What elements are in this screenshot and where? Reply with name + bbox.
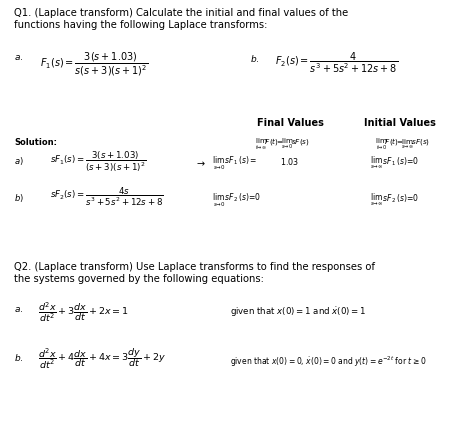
Text: $a)$: $a)$ <box>14 155 24 167</box>
Text: $a.$: $a.$ <box>14 53 23 62</box>
Text: $1.03$: $1.03$ <box>280 156 299 167</box>
Text: $\lim_{s\to\infty}\,sF_1(s)\!=\!0$: $\lim_{s\to\infty}\,sF_1(s)\!=\!0$ <box>370 155 419 171</box>
Text: Q2. (Laplace transform) Use Laplace transforms to find the responses of: Q2. (Laplace transform) Use Laplace tran… <box>14 262 375 272</box>
Text: $\dfrac{d^2x}{dt^2} + 3\dfrac{dx}{dt} + 2x = 1$: $\dfrac{d^2x}{dt^2} + 3\dfrac{dx}{dt} + … <box>38 300 129 324</box>
Text: $\lim_{t\to\infty}\!F(t)\!=\!\lim_{s\to 0}\!sF(s)$: $\lim_{t\to\infty}\!F(t)\!=\!\lim_{s\to … <box>255 136 310 151</box>
Text: Solution:: Solution: <box>14 138 57 147</box>
Text: $F_1(s) = \dfrac{3(s+1.03)}{s(s+3)(s+1)^2}$: $F_1(s) = \dfrac{3(s+1.03)}{s(s+3)(s+1)^… <box>40 50 148 78</box>
Text: Q1. (Laplace transform) Calculate the initial and final values of the: Q1. (Laplace transform) Calculate the in… <box>14 8 348 18</box>
Text: $\lim_{t\to 0}\!F(t)\!=\!\lim_{s\to\infty}\!sF(s)$: $\lim_{t\to 0}\!F(t)\!=\!\lim_{s\to\inft… <box>375 136 430 151</box>
Text: $\lim_{s\to\infty}\,sF_2(s)\!=\!0$: $\lim_{s\to\infty}\,sF_2(s)\!=\!0$ <box>370 192 419 208</box>
Text: functions having the following Laplace transforms:: functions having the following Laplace t… <box>14 20 267 30</box>
Text: $a.$: $a.$ <box>14 305 23 314</box>
Text: $sF_1(s) = \dfrac{3(s+1.03)}{(s+3)(s+1)^2}$: $sF_1(s) = \dfrac{3(s+1.03)}{(s+3)(s+1)^… <box>50 150 146 174</box>
Text: $\dfrac{d^2x}{dt^2} + 4\dfrac{dx}{dt} + 4x = 3\dfrac{dy}{dt} + 2y$: $\dfrac{d^2x}{dt^2} + 4\dfrac{dx}{dt} + … <box>38 347 166 371</box>
Text: $b.$: $b.$ <box>250 53 260 64</box>
Text: $b)$: $b)$ <box>14 192 24 204</box>
Text: $\lim_{s\to 0}\,sF_1(s)=$: $\lim_{s\to 0}\,sF_1(s)=$ <box>212 155 257 172</box>
Text: given that $x(0) = 1$ and $\dot{x}(0) = 1$: given that $x(0) = 1$ and $\dot{x}(0) = … <box>230 305 366 319</box>
Text: $sF_2(s) = \dfrac{4s}{s^3+5s^2+12s+8}$: $sF_2(s) = \dfrac{4s}{s^3+5s^2+12s+8}$ <box>50 186 164 208</box>
Text: $b.$: $b.$ <box>14 352 24 363</box>
Text: the systems governed by the following equations:: the systems governed by the following eq… <box>14 274 264 284</box>
Text: $\lim_{s\to 0}\,sF_2(s)\!=\!0$: $\lim_{s\to 0}\,sF_2(s)\!=\!0$ <box>212 192 261 209</box>
Text: Final Values: Final Values <box>256 118 323 128</box>
Text: given that $x(0) = 0$, $\dot{x}(0) = 0$ and $y(t) = e^{-2t}$ for $t \geq 0$: given that $x(0) = 0$, $\dot{x}(0) = 0$ … <box>230 355 427 369</box>
Text: $F_2(s) = \dfrac{4}{s^3+5s^2+12s+8}$: $F_2(s) = \dfrac{4}{s^3+5s^2+12s+8}$ <box>275 50 398 75</box>
Text: $\rightarrow$: $\rightarrow$ <box>195 158 207 168</box>
Text: Initial Values: Initial Values <box>364 118 436 128</box>
